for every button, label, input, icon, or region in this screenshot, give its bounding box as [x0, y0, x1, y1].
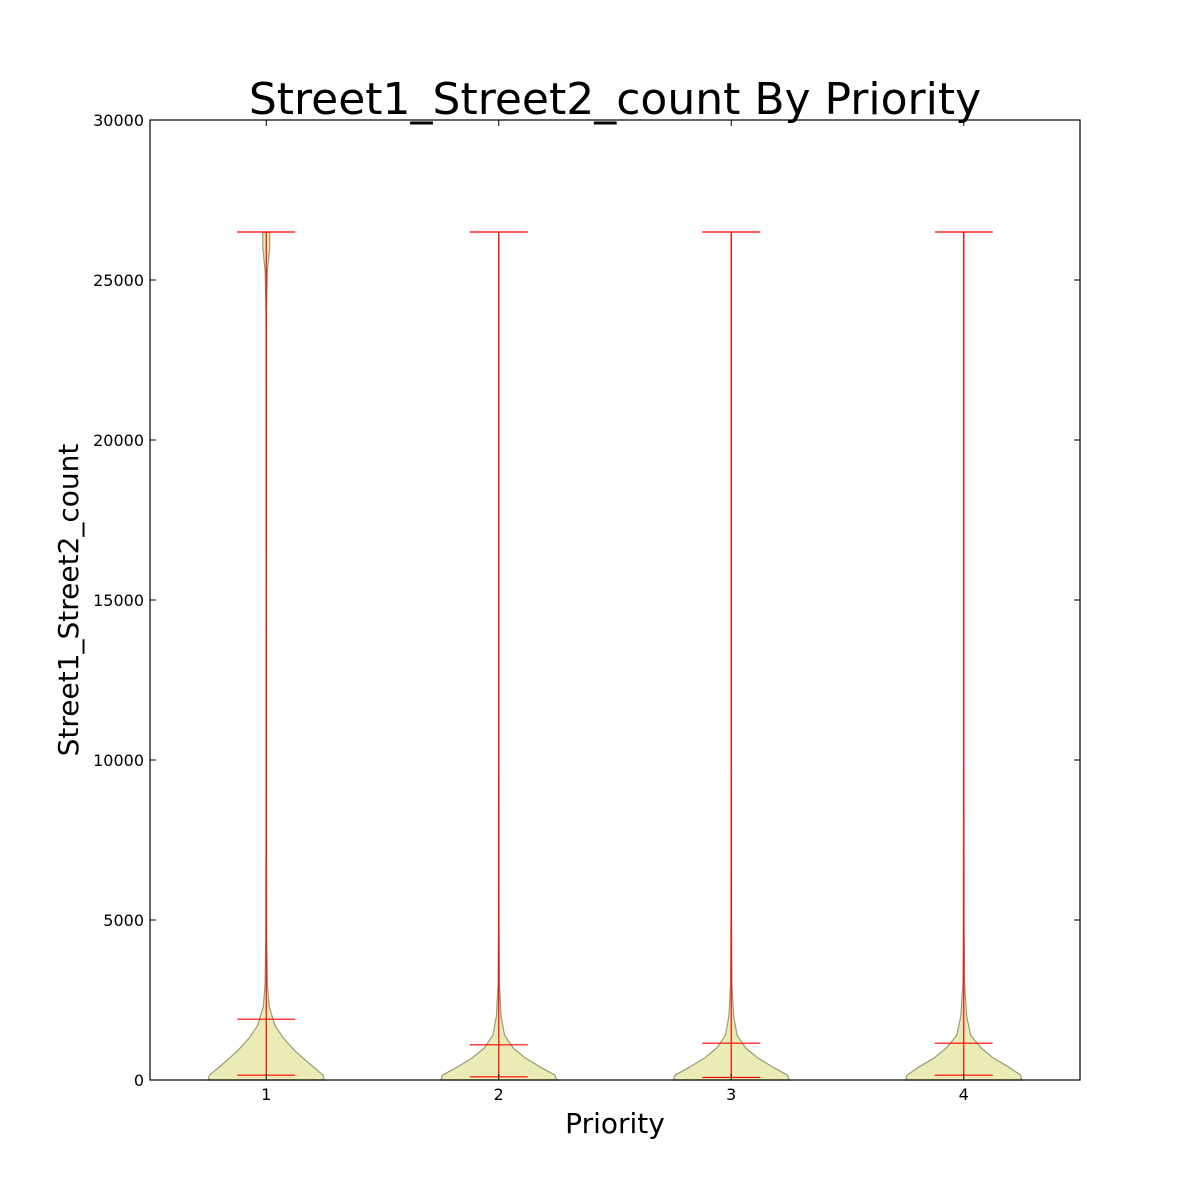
y-tick-label-20000: 20000: [93, 431, 144, 450]
x-tick-label-1: 1: [261, 1085, 271, 1104]
y-tick-label-0: 0: [134, 1071, 144, 1090]
x-tick-label-2: 2: [494, 1085, 504, 1104]
ticks-group: 1 2 3 4 0 5000 10000 15000 20000 25000 30000: [93, 111, 1080, 1104]
y-axis-label: Street1_Street2_count: [52, 444, 85, 757]
y-tick-label-10000: 10000: [93, 751, 144, 770]
y-tick-label-5000: 5000: [103, 911, 144, 930]
x-tick-label-3: 3: [726, 1085, 736, 1104]
stats-lines-group: [237, 231, 993, 1079]
x-axis-label: Priority: [565, 1107, 665, 1140]
plot-area-frame: [149, 119, 1081, 1081]
x-tick-label-4: 4: [959, 1085, 969, 1104]
y-tick-label-25000: 25000: [93, 271, 144, 290]
y-tick-label-15000: 15000: [93, 591, 144, 610]
chart-title: Street1_Street2_count By Priority: [249, 74, 981, 125]
y-tick-label-30000: 30000: [93, 111, 144, 130]
violins-group: [207, 231, 1023, 1081]
